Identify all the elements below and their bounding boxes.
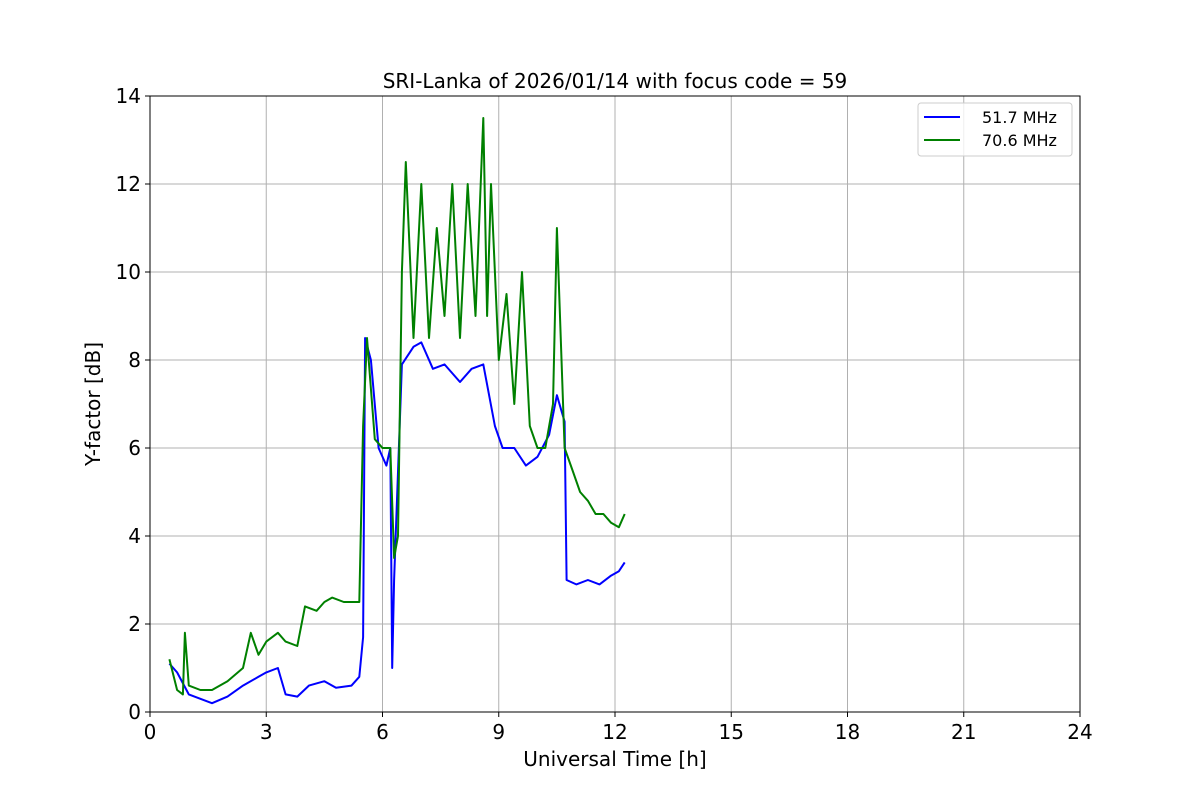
x-tick-label: 0 xyxy=(144,720,157,744)
x-tick-label: 3 xyxy=(260,720,273,744)
y-axis-ticks: 0 2 4 6 8 10 12 14 xyxy=(116,84,150,724)
y-tick-label: 8 xyxy=(128,348,141,372)
y-tick-label: 14 xyxy=(116,84,141,108)
y-tick-label: 10 xyxy=(116,260,141,284)
series-line-1 xyxy=(168,117,626,696)
y-tick-label: 2 xyxy=(128,612,141,636)
legend-label-51-7: 51.7 MHz xyxy=(982,108,1057,127)
x-axis-label: Universal Time [h] xyxy=(523,747,706,771)
legend-label-70-6: 70.6 MHz xyxy=(982,131,1057,150)
x-tick-label: 15 xyxy=(719,720,744,744)
x-tick-label: 18 xyxy=(835,720,860,744)
series-line-0 xyxy=(168,337,626,705)
series-layer xyxy=(168,117,626,705)
y-tick-label: 6 xyxy=(128,436,141,460)
x-tick-label: 12 xyxy=(602,720,627,744)
chart-title: SRI-Lanka of 2026/01/14 with focus code … xyxy=(383,69,848,93)
y-tick-label: 0 xyxy=(128,700,141,724)
grid xyxy=(149,95,1081,713)
y-tick-label: 12 xyxy=(116,172,141,196)
x-tick-label: 6 xyxy=(376,720,389,744)
x-tick-label: 21 xyxy=(951,720,976,744)
x-tick-label: 24 xyxy=(1067,720,1092,744)
y-axis-label: Y-factor [dB] xyxy=(81,342,105,467)
legend: 51.7 MHz 70.6 MHz xyxy=(917,102,1073,157)
y-tick-label: 4 xyxy=(128,524,141,548)
x-axis-ticks: 0 3 6 9 12 15 18 21 24 xyxy=(144,712,1093,744)
x-tick-label: 9 xyxy=(492,720,505,744)
